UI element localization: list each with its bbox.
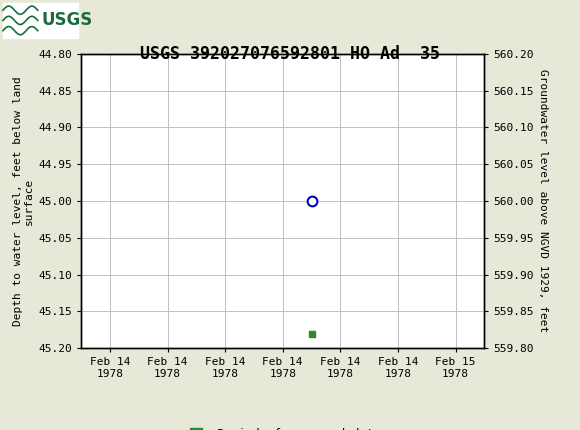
Text: USGS 392027076592801 HO Ad  35: USGS 392027076592801 HO Ad 35 xyxy=(140,45,440,63)
Y-axis label: Groundwater level above NGVD 1929, feet: Groundwater level above NGVD 1929, feet xyxy=(538,69,548,333)
Text: USGS: USGS xyxy=(42,12,93,29)
Bar xyxy=(3,3,78,37)
Legend: Period of approved data: Period of approved data xyxy=(180,423,386,430)
Y-axis label: Depth to water level, feet below land
surface: Depth to water level, feet below land su… xyxy=(13,76,34,326)
